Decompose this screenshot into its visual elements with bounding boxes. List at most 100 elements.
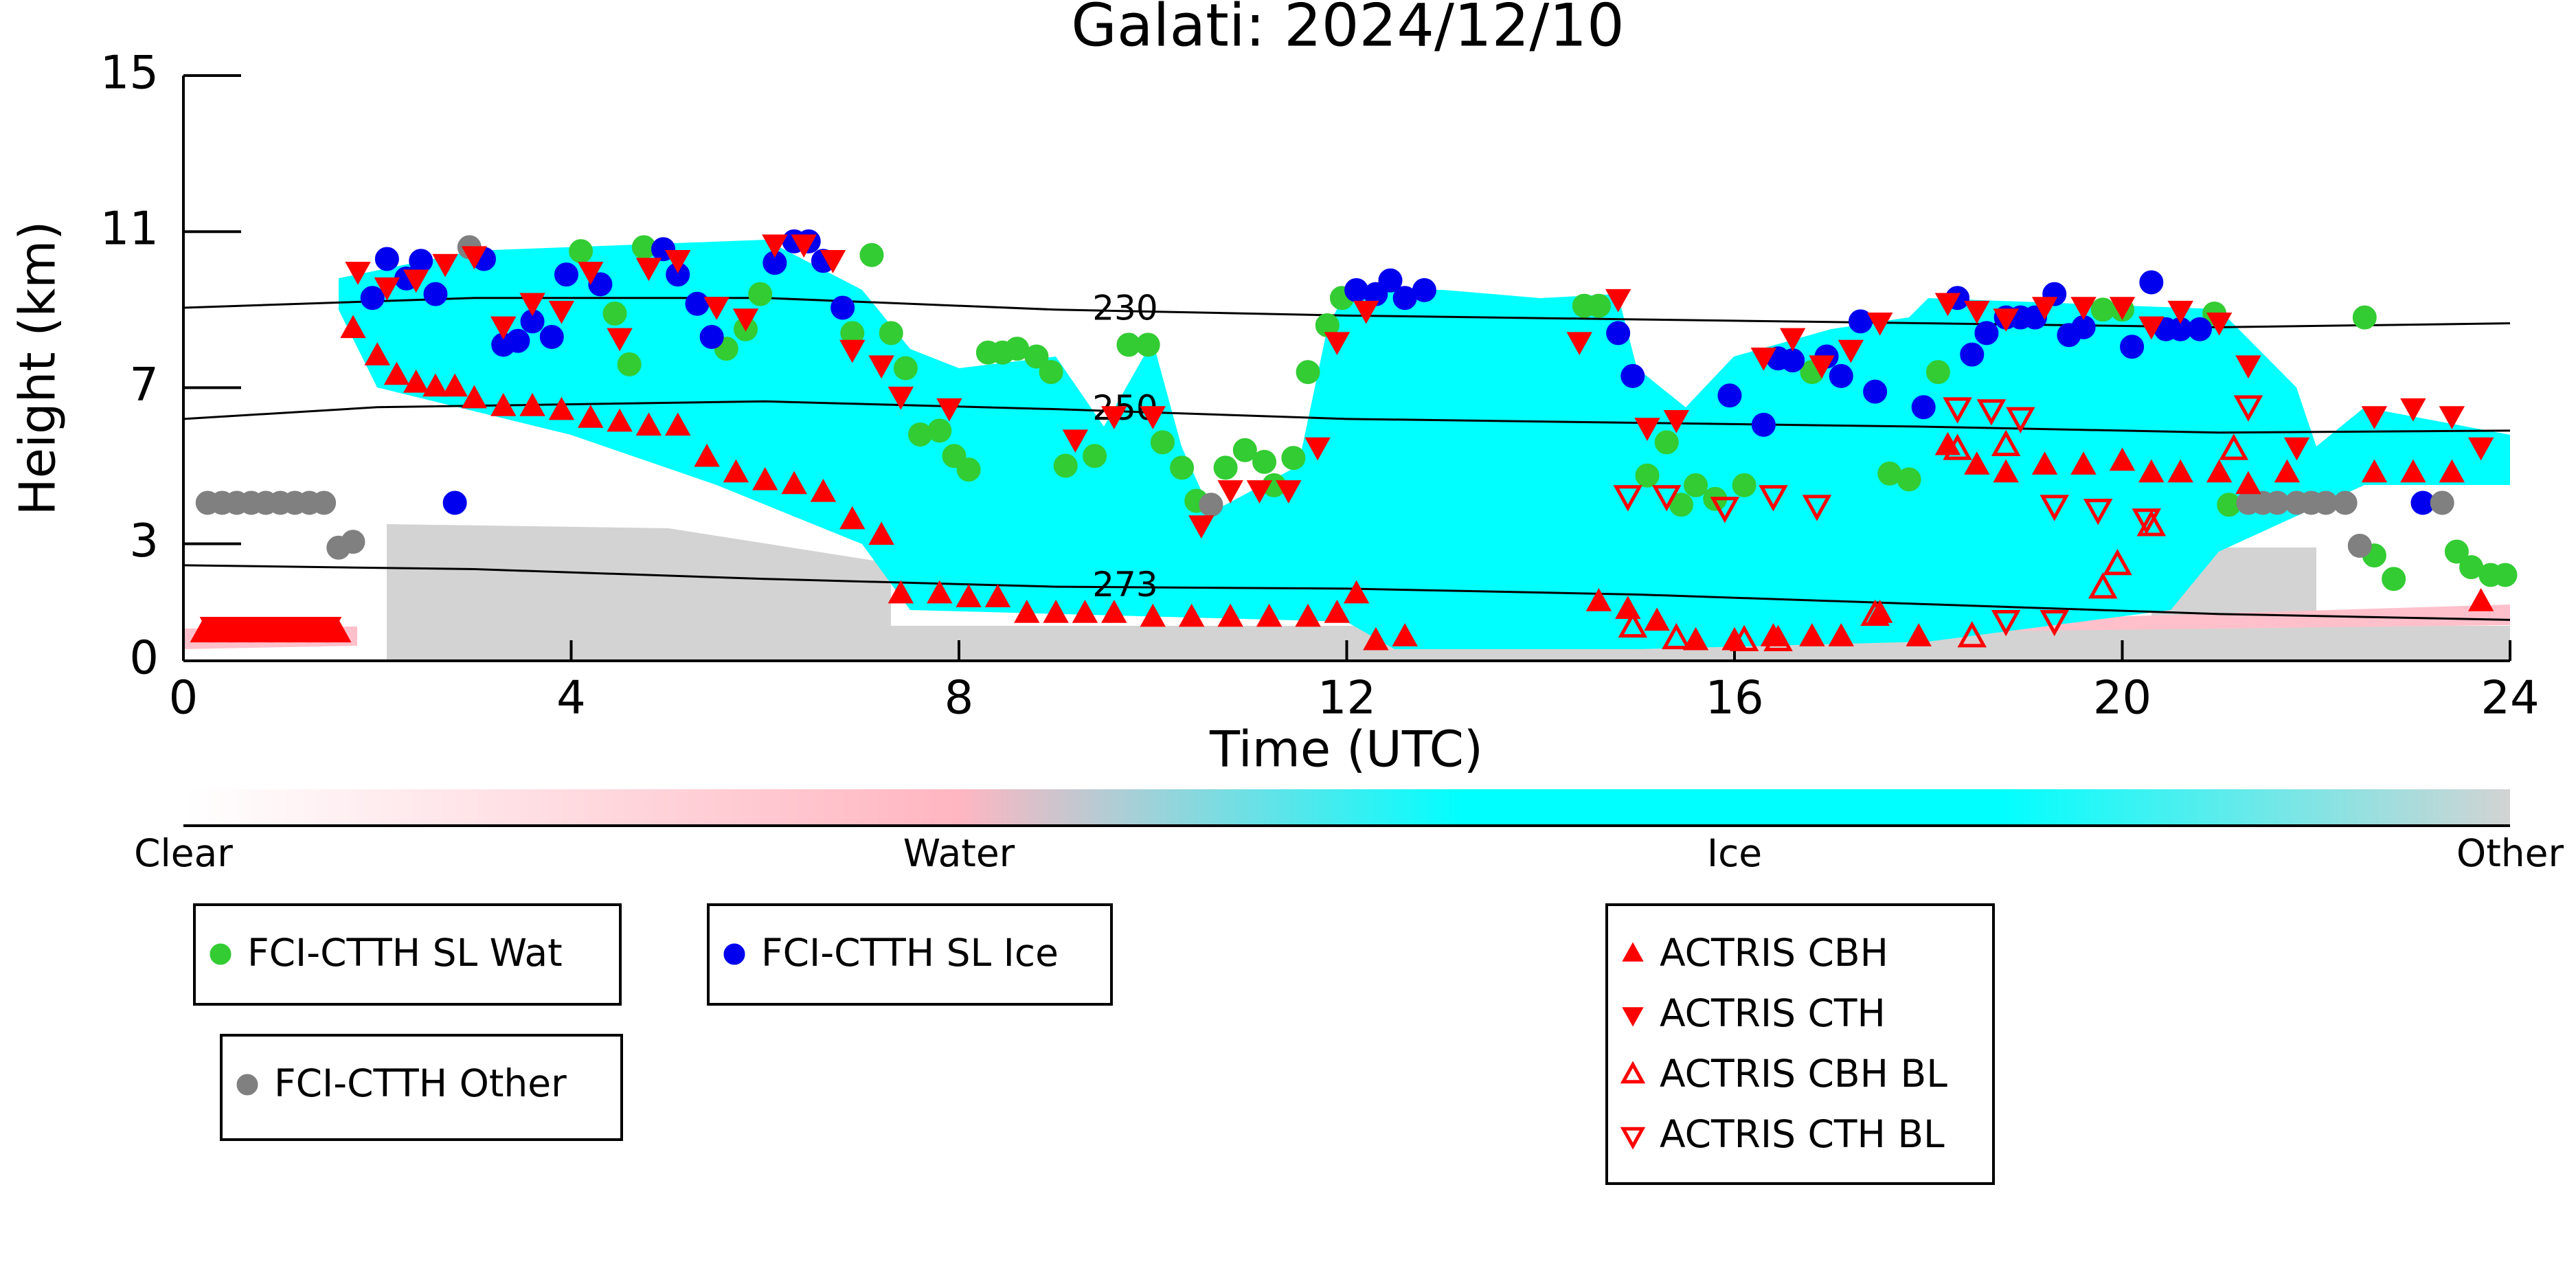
point [1829, 363, 1853, 388]
point [1654, 430, 1679, 455]
point [1615, 596, 1641, 620]
point [1751, 412, 1776, 437]
point [345, 262, 371, 285]
point [956, 584, 982, 608]
point [2206, 459, 2233, 483]
point [1363, 626, 1389, 651]
point [1324, 332, 1351, 355]
point [1635, 463, 1660, 488]
legend-label: FCI-CTTH Other [274, 1061, 567, 1105]
point [1809, 355, 1835, 379]
point [461, 246, 488, 270]
point [548, 300, 575, 324]
point [1684, 473, 1708, 497]
point [927, 580, 953, 604]
point [1213, 455, 1238, 480]
point [548, 396, 575, 420]
point [1101, 406, 1127, 429]
point [2103, 548, 2132, 576]
point [1618, 611, 1648, 638]
point [2070, 297, 2097, 320]
point [859, 242, 884, 267]
point [2444, 539, 2469, 564]
point [1296, 360, 1320, 385]
point [1651, 485, 1682, 512]
contour-line [183, 564, 2511, 621]
point [956, 457, 981, 482]
point [2187, 317, 2212, 341]
point [1140, 406, 1166, 429]
legend-box [1605, 903, 1995, 1185]
point [2219, 433, 2249, 460]
y-tick-label: 7 [129, 358, 159, 411]
point [1392, 623, 1418, 646]
legend-box [220, 1034, 623, 1141]
point [1252, 449, 1277, 474]
point [1136, 332, 1160, 357]
point [588, 272, 613, 297]
point [942, 444, 967, 468]
point [1897, 467, 1921, 492]
point [1256, 603, 1283, 627]
cloud-mask [183, 240, 2510, 661]
contour-label: 230 [1092, 288, 1157, 328]
point [403, 369, 429, 393]
x-tick-label: 12 [1318, 671, 1376, 725]
point [732, 308, 759, 332]
point [1179, 603, 1205, 627]
point [839, 506, 866, 530]
point [2352, 305, 2377, 330]
point [2088, 572, 2118, 599]
contour-label: 273 [1092, 565, 1157, 605]
point [694, 443, 720, 467]
point [1838, 339, 1864, 363]
point [341, 530, 365, 554]
point [1586, 293, 1611, 318]
point [2430, 490, 2454, 515]
point [2283, 437, 2310, 461]
point [578, 405, 604, 428]
point [2361, 406, 2388, 429]
point [839, 339, 866, 363]
point [1991, 609, 2021, 637]
point [409, 249, 433, 273]
point [665, 412, 691, 436]
point [1644, 607, 1670, 631]
point [1585, 588, 1612, 611]
point [1378, 268, 1403, 293]
point [238, 616, 264, 640]
point [1295, 603, 1321, 627]
point [2167, 300, 2193, 324]
point [218, 616, 245, 640]
point [1083, 444, 1107, 468]
point [1606, 321, 1631, 346]
point [1779, 328, 1806, 352]
legend-label: ACTRIS CBH BL [1660, 1052, 1947, 1096]
point [2361, 459, 2388, 483]
point [490, 316, 517, 340]
point [2083, 499, 2113, 526]
point [506, 328, 530, 353]
point [635, 258, 662, 282]
point [1957, 621, 1987, 648]
point [1993, 308, 2019, 332]
colorbar-label: Other [2456, 831, 2564, 875]
legend-marker [236, 1074, 258, 1096]
point [442, 373, 468, 397]
point [1934, 293, 1961, 317]
point [617, 352, 642, 376]
point [2167, 459, 2193, 483]
point [1732, 473, 1756, 497]
x-tick-label: 24 [2481, 671, 2539, 725]
point [1412, 278, 1436, 302]
x-tick-label: 0 [169, 671, 199, 725]
point [364, 342, 390, 365]
point [423, 282, 448, 306]
point [1353, 300, 1379, 324]
point [2109, 447, 2136, 471]
point [1217, 480, 1243, 504]
legend-marker [210, 943, 231, 965]
legend-label: FCI-CTTH SL Ice [761, 931, 1059, 975]
point [703, 297, 730, 320]
